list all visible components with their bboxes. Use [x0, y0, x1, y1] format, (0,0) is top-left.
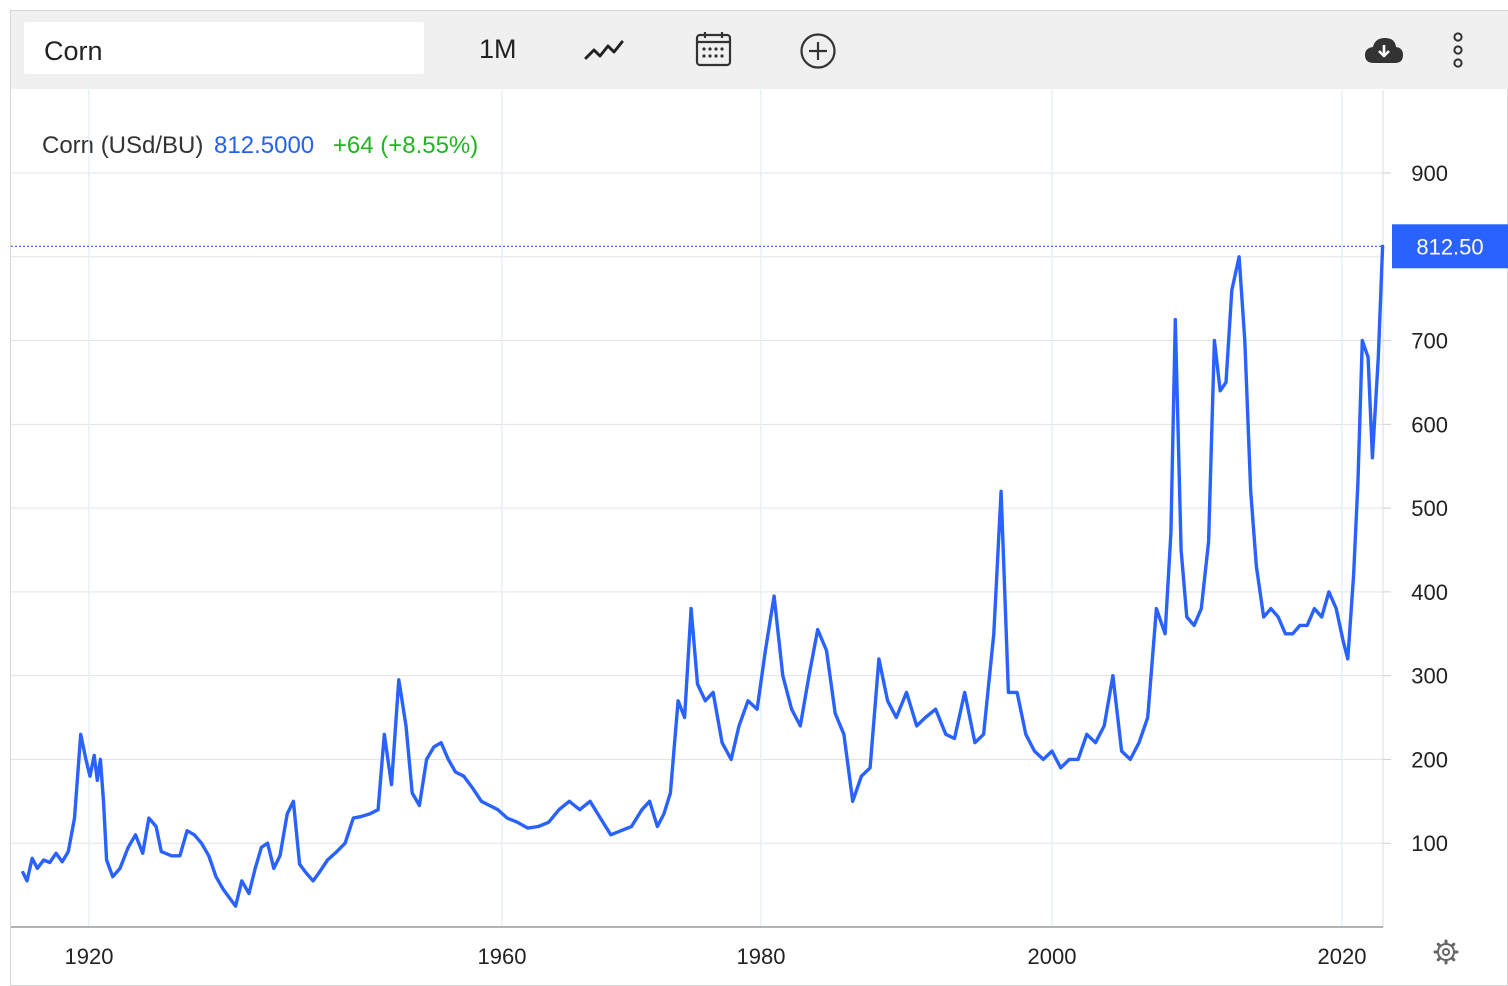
x-tick-label: 1960: [478, 944, 527, 969]
y-tick-label: 200: [1411, 747, 1448, 772]
symbol-text: Corn: [44, 36, 103, 66]
x-tick-label: 1980: [737, 944, 786, 969]
last-price-badge: 812.50: [1392, 224, 1508, 269]
y-tick-label: 400: [1411, 580, 1448, 605]
plus-circle-icon[interactable]: [799, 32, 837, 70]
y-tick-label: 500: [1411, 496, 1448, 521]
calendar-icon[interactable]: [695, 30, 733, 68]
series-line-corn: [21, 244, 1385, 908]
y-tick-label: 700: [1411, 329, 1448, 354]
line-chart-icon[interactable]: [584, 38, 626, 64]
last-price-badge-label: 812.50: [1416, 234, 1483, 259]
last-price-badge-box: [1392, 224, 1508, 269]
chart-legend: Corn (USd/BU) 812.5000 +64 (+8.55%): [42, 132, 478, 160]
x-tick-label: 1920: [65, 944, 114, 969]
symbol-search-input[interactable]: Corn: [24, 22, 424, 74]
tick-labels: 100 200 300 400 500 600 700 900 1920 1960 1980 2000…: [65, 161, 1448, 969]
settings-gear-icon[interactable]: [1433, 939, 1459, 965]
x-tick-label: 2000: [1028, 944, 1077, 969]
y-tick-label: 100: [1411, 831, 1448, 856]
legend-name: Corn (USd/BU): [42, 132, 204, 159]
period-1m-button[interactable]: 1M: [479, 34, 517, 64]
y-tick-label: 600: [1411, 412, 1448, 437]
axes: [11, 90, 1384, 928]
x-tick-label: 2020: [1318, 944, 1367, 969]
legend-change: +64 (+8.55%): [332, 132, 479, 159]
more-vertical-icon[interactable]: [1450, 31, 1466, 71]
y-tick-label: 300: [1411, 664, 1448, 689]
cloud-download-icon[interactable]: [1363, 35, 1405, 65]
y-tick-label: 900: [1411, 161, 1448, 186]
legend-price: 812.5000: [214, 132, 315, 159]
grid: [11, 90, 1383, 927]
